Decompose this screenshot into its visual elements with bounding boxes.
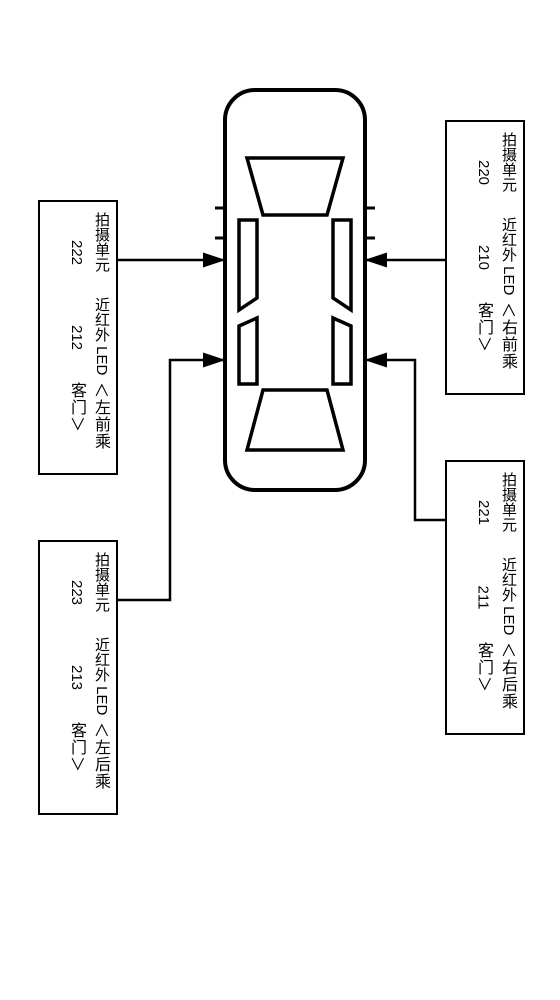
diagram-canvas: ＜左前乘客门＞ 近红外 LED 212 拍摄单元 222 ＜左后乘客门＞ 近红外…	[0, 0, 560, 1000]
arrows	[0, 0, 560, 1000]
